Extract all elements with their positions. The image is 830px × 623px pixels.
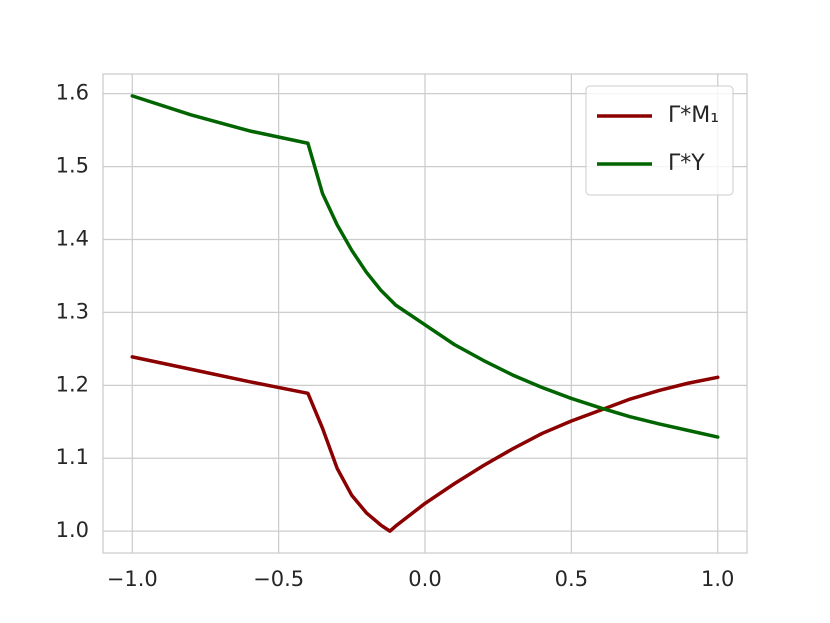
legend-box	[585, 85, 734, 196]
data-line	[130, 355, 720, 533]
y-tick-label: 1.3	[56, 299, 89, 323]
x-tick-label: 0.0	[408, 567, 441, 591]
legend: Γ*M₁ Γ*Y	[585, 85, 734, 196]
x-tick-label: 1.0	[701, 567, 734, 591]
legend-label: Γ*M₁	[668, 103, 719, 128]
y-tick-label: 1.4	[56, 226, 89, 250]
x-tick-label: 0.5	[555, 567, 588, 591]
y-tick-label: 1.6	[56, 81, 89, 105]
y-tick-label: 1.5	[56, 154, 89, 178]
x-tick-label: −1.0	[107, 567, 158, 591]
lines	[130, 94, 720, 533]
y-tick-label: 1.2	[56, 372, 89, 396]
grid	[103, 74, 747, 553]
data-line	[130, 94, 720, 439]
x-tick-label: −0.5	[253, 567, 304, 591]
y-tick-label: 1.0	[56, 518, 89, 542]
y-tick-label: 1.1	[56, 445, 89, 469]
legend-label: Γ*Y	[668, 151, 705, 176]
